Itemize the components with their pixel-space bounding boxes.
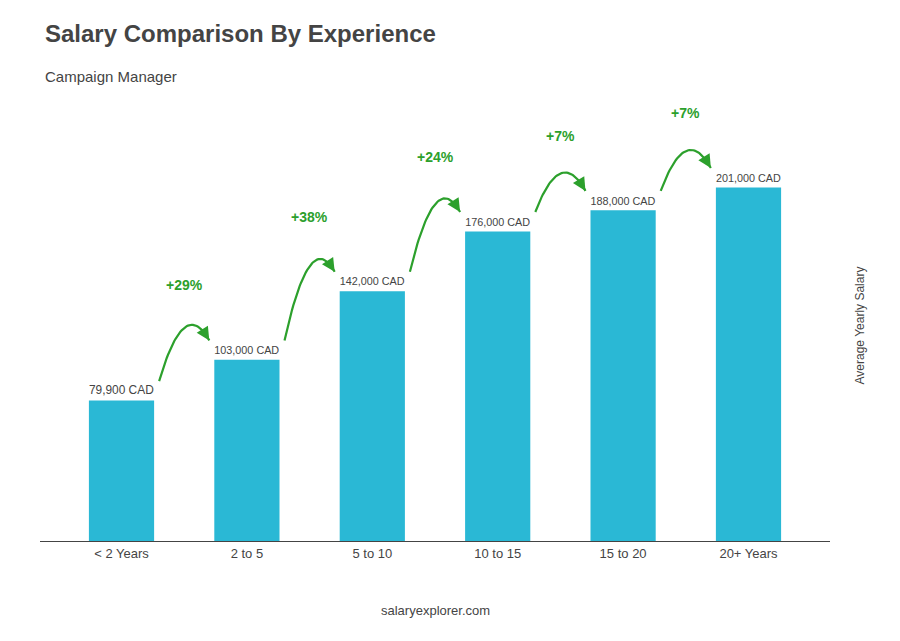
- svg-text:+7%: +7%: [671, 105, 700, 121]
- svg-text:Salary Comparison By Experienc: Salary Comparison By Experience: [45, 20, 436, 47]
- svg-text:188,000 CAD: 188,000 CAD: [591, 195, 656, 207]
- svg-text:79,900 CAD: 79,900 CAD: [89, 383, 154, 397]
- svg-text:+7%: +7%: [546, 128, 575, 144]
- svg-text:< 2 Years: < 2 Years: [94, 546, 149, 561]
- svg-text:salaryexplorer.com: salaryexplorer.com: [381, 603, 490, 618]
- svg-text:5 to 10: 5 to 10: [352, 546, 392, 561]
- svg-text:2 to 5: 2 to 5: [231, 546, 264, 561]
- svg-text:Average Yearly Salary: Average Yearly Salary: [853, 267, 867, 385]
- svg-text:15 to 20: 15 to 20: [600, 546, 647, 561]
- svg-text:201,000 CAD: 201,000 CAD: [716, 172, 781, 184]
- svg-text:Campaign Manager: Campaign Manager: [45, 68, 177, 85]
- svg-text:142,000 CAD: 142,000 CAD: [340, 275, 405, 287]
- svg-text:+29%: +29%: [166, 277, 203, 293]
- svg-text:10 to 15: 10 to 15: [474, 546, 521, 561]
- svg-text:176,000 CAD: 176,000 CAD: [465, 216, 530, 228]
- svg-text:+24%: +24%: [417, 149, 454, 165]
- svg-text:20+ Years: 20+ Years: [719, 546, 778, 561]
- svg-text:+38%: +38%: [291, 209, 328, 225]
- svg-text:103,000 CAD: 103,000 CAD: [214, 344, 279, 356]
